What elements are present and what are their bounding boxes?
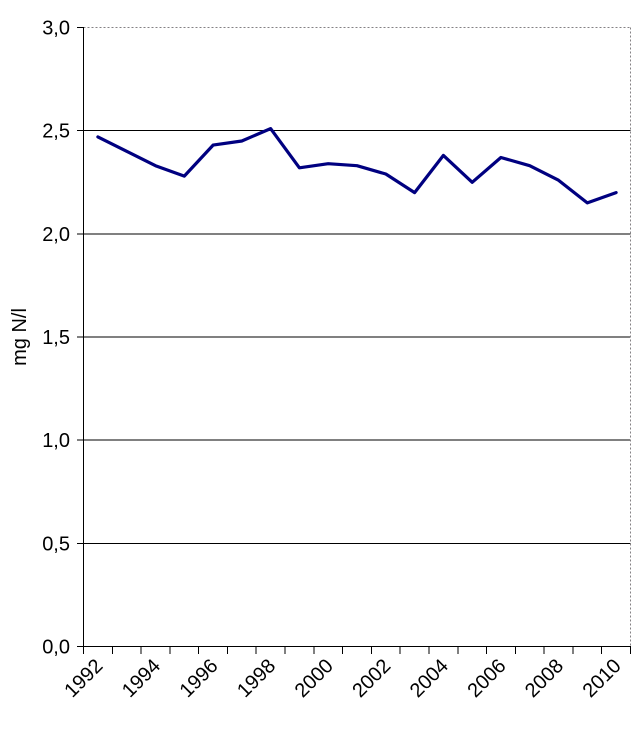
- plot-border: [83, 27, 631, 647]
- x-axis-ticks: [83, 646, 631, 654]
- y-axis-tick-label: 1,5: [42, 327, 70, 349]
- y-axis-title: mg N/l: [9, 308, 31, 366]
- y-axis-ticks-and-labels: 0,0 0,5 1,0 1,5 2,0 2,5 3,0: [42, 18, 84, 659]
- y-axis-tick-label: 0,0: [42, 637, 70, 659]
- gridlines: [83, 130, 631, 544]
- y-axis-tick-label: 2,0: [42, 224, 70, 246]
- y-axis-tick-label: 3,0: [42, 18, 70, 40]
- y-axis-tick-label: 1,0: [42, 430, 70, 452]
- y-axis-tick-label: 2,5: [42, 121, 70, 143]
- data-line-series-0: [96, 127, 618, 205]
- y-axis-tick-label: 0,5: [42, 533, 70, 555]
